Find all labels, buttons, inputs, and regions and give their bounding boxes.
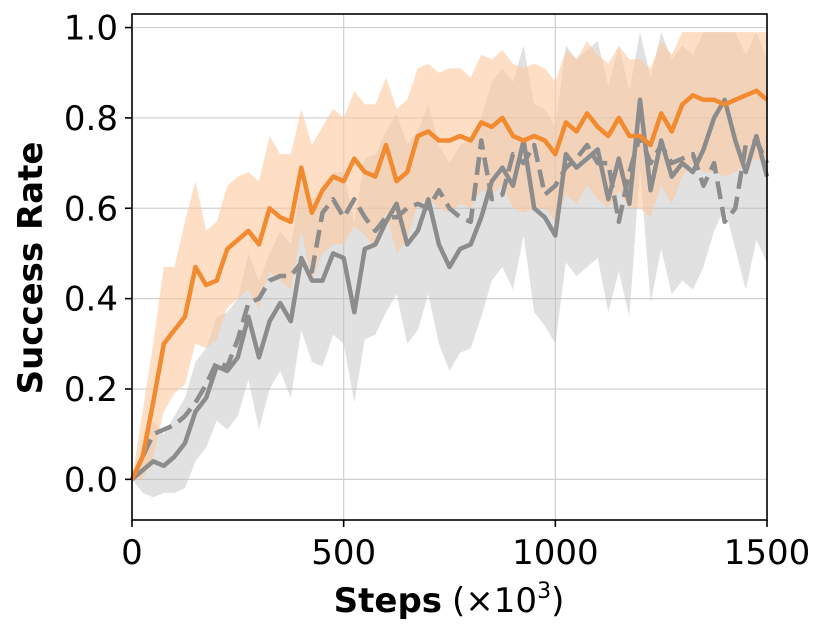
x-tick-label-0: 0 bbox=[121, 533, 143, 573]
y-tick-label-1: 0.2 bbox=[64, 370, 118, 410]
x-axis-title: Steps (×103) bbox=[334, 579, 565, 621]
y-tick-label-0: 0.0 bbox=[64, 460, 118, 500]
x-tick-label-3: 1500 bbox=[724, 533, 811, 573]
y-tick-label-3: 0.6 bbox=[64, 189, 118, 229]
x-tick-label-1: 500 bbox=[311, 533, 376, 573]
x-axis-unit: (×10 bbox=[452, 581, 537, 621]
y-axis-title: Success Rate bbox=[11, 142, 51, 395]
series-lines bbox=[129, 88, 770, 482]
x-axis-unit-close: ) bbox=[551, 581, 564, 621]
x-tick-label-2: 1000 bbox=[512, 533, 599, 573]
line-series-1 bbox=[130, 97, 770, 482]
y-tick-label-2: 0.4 bbox=[64, 280, 118, 320]
axis-ticks: 0 500 1000 1500 0.0 0.2 0.4 0.6 0.8 1.0 bbox=[64, 9, 810, 573]
x-axis-unit-exponent: 3 bbox=[537, 579, 551, 604]
y-tick-label-4: 0.8 bbox=[64, 99, 118, 139]
plot-frame bbox=[131, 13, 768, 521]
x-axis-label: Steps bbox=[334, 581, 442, 621]
line-series-0 bbox=[129, 88, 769, 481]
y-tick-label-5: 1.0 bbox=[64, 9, 118, 49]
band-series-0 bbox=[132, 32, 767, 480]
